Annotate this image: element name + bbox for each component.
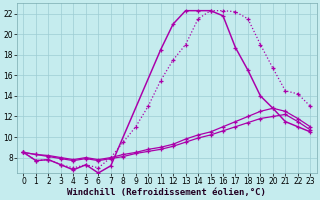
X-axis label: Windchill (Refroidissement éolien,°C): Windchill (Refroidissement éolien,°C) — [68, 188, 266, 197]
